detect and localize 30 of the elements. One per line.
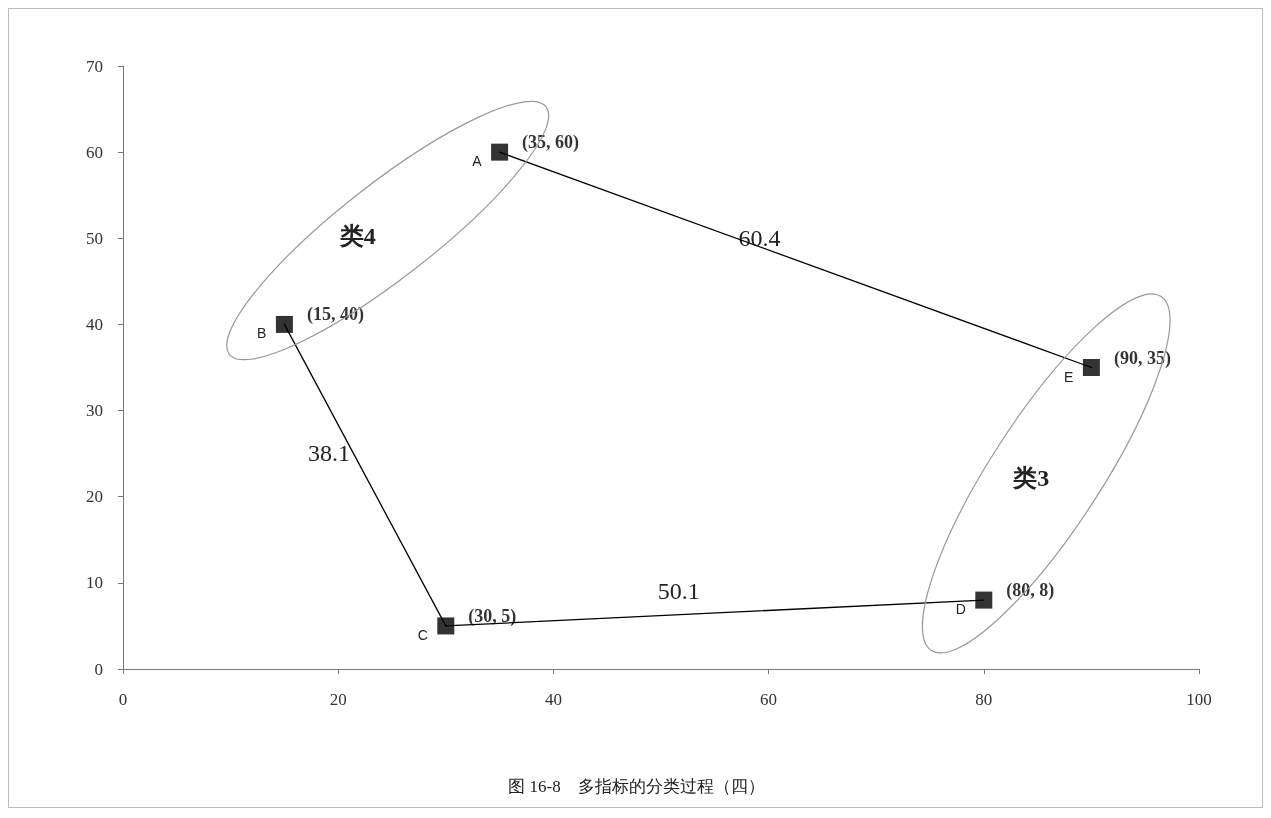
data-label: (30, 5) [468,605,517,627]
annotation: 60.4 [738,224,781,251]
annotation: B [257,325,267,342]
y-tick-label: 60 [86,142,103,162]
x-tick-label: 20 [329,690,347,709]
y-tick-label: 40 [86,314,103,334]
x-tick-label: 60 [760,690,778,709]
x-tick-label: 80 [975,690,993,709]
y-tick-label: 50 [86,228,103,248]
annotation: 38.1 [308,440,351,467]
data-label: (80, 8) [1006,580,1055,602]
y-tick-label: 0 [94,659,103,679]
annotation: 类3 [1012,465,1050,492]
y-tick-label: 20 [86,487,103,507]
y-tick-label: 30 [86,401,103,421]
y-tick-label: 10 [86,573,103,593]
annotation: D [955,601,966,618]
x-tick-label: 0 [118,690,128,709]
data-label: (15, 40) [306,304,364,326]
x-tick-label: 40 [544,690,562,709]
y-tick-label: 70 [86,56,103,76]
x-tick-label: 100 [1186,690,1212,709]
annotation: 类4 [338,222,376,249]
data-label: (35, 60) [522,132,580,154]
data-label: (90, 35) [1113,347,1171,369]
annotation: E [1064,368,1074,385]
annotation: C [417,626,428,643]
annotation: A [472,153,483,170]
caption: 图 16-8 多指标的分类过程（四） [508,777,765,796]
annotation: 50.1 [657,578,700,605]
